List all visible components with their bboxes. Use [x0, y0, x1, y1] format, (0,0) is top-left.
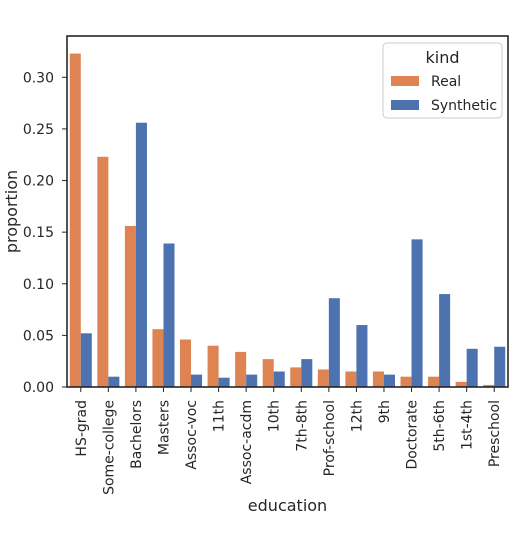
x-tick-label-some-college: Some-college: [101, 400, 117, 495]
bar-synthetic-5th-6th: [439, 294, 451, 387]
bar-synthetic-7th-8th: [301, 359, 313, 387]
y-tick-label: 0.20: [23, 174, 54, 190]
y-axis-title: proportion: [2, 170, 21, 253]
bar-real-hs-grad: [69, 53, 81, 388]
bar-synthetic-preschool: [494, 346, 506, 387]
y-tick-label: 0.00: [23, 380, 54, 396]
x-tick-label-7th-8th: 7th-8th: [294, 400, 310, 452]
x-tick-label-10th: 10th: [267, 400, 283, 432]
legend-box: [382, 42, 503, 119]
bar-real-assoc-voc: [180, 339, 192, 387]
x-tick-label-doctorate: Doctorate: [405, 400, 421, 470]
bar-real-preschool: [483, 384, 495, 387]
bar-real-masters: [152, 329, 164, 387]
x-tick-label-12th: 12th: [349, 400, 365, 432]
x-tick-label-prof-school: Prof-school: [322, 400, 338, 476]
bar-real-7th-8th: [290, 367, 302, 387]
x-tick-label-5th-6th: 5th-6th: [432, 400, 448, 452]
legend-swatch-synthetic: [391, 100, 419, 110]
bar-real-12th: [345, 371, 357, 387]
legend-label-synthetic: Synthetic: [431, 98, 497, 114]
bar-synthetic-11th: [218, 377, 230, 387]
bar-synthetic-assoc-voc: [191, 374, 203, 387]
bar-synthetic-some-college: [108, 376, 120, 387]
x-tick-label-assoc-acdm: Assoc-acdm: [239, 400, 255, 484]
legend-title: kind: [425, 48, 459, 67]
bar-real-prof-school: [317, 369, 329, 387]
legend-label-real: Real: [431, 74, 461, 90]
bar-synthetic-masters: [163, 243, 175, 387]
bar-real-some-college: [97, 156, 109, 387]
bar-synthetic-hs-grad: [80, 333, 92, 387]
x-tick-label-9th: 9th: [377, 400, 393, 423]
bar-real-10th: [262, 359, 274, 387]
x-axis-title: education: [248, 496, 327, 515]
y-tick-label: 0.25: [23, 122, 54, 138]
x-tick-label-1st-4th: 1st-4th: [460, 400, 476, 450]
x-tick-label-bachelors: Bachelors: [129, 400, 145, 469]
bar-synthetic-prof-school: [328, 298, 340, 387]
y-tick-label: 0.05: [23, 328, 54, 344]
x-axis: HS-grad Some-college Bachelors Masters Assoc…: [74, 387, 503, 495]
y-tick-label: 0.10: [23, 277, 54, 293]
x-tick-label-preschool: Preschool: [487, 400, 503, 467]
x-tick-label-11th: 11th: [212, 400, 228, 432]
x-tick-label-assoc-voc: Assoc-voc: [184, 400, 200, 470]
bar-real-5th-6th: [428, 376, 440, 387]
bar-synthetic-bachelors: [135, 122, 147, 387]
x-tick-label-hs-grad: HS-grad: [74, 400, 90, 457]
bar-synthetic-1st-4th: [466, 348, 478, 387]
bar-real-doctorate: [400, 376, 412, 387]
bars-layer: [69, 53, 506, 388]
bar-synthetic-12th: [356, 325, 368, 387]
bar-synthetic-10th: [273, 371, 285, 387]
bar-real-1st-4th: [455, 381, 467, 387]
legend-swatch-real: [391, 76, 419, 86]
bar-synthetic-assoc-acdm: [246, 374, 258, 387]
bar-real-bachelors: [124, 225, 136, 387]
y-tick-label: 0.15: [23, 225, 54, 241]
bar-real-11th: [207, 345, 219, 387]
plot-frame: [66, 35, 509, 388]
y-axis: 0.00 0.05 0.10 0.15 0.20 0.25 0.30: [23, 70, 67, 396]
bar-real-assoc-acdm: [235, 351, 247, 387]
legend-entries: Real Synthetic: [391, 74, 497, 114]
bar-synthetic-doctorate: [411, 239, 423, 387]
x-tick-label-masters: Masters: [156, 400, 172, 455]
bar-synthetic-9th: [383, 374, 395, 387]
legend: kind Real Synthetic: [382, 42, 503, 119]
bar-real-9th: [372, 371, 384, 387]
y-tick-label: 0.30: [23, 70, 54, 86]
